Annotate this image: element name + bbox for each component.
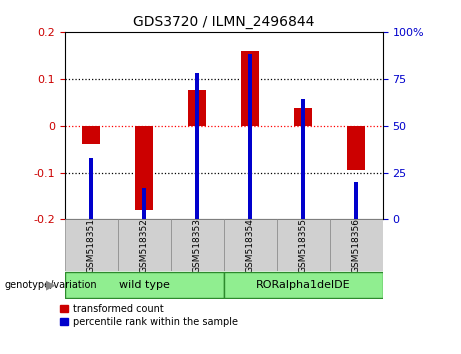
- Bar: [188, 91, 207, 126]
- Bar: [195, 73, 199, 219]
- Text: ▶: ▶: [46, 279, 55, 291]
- Text: GSM518355: GSM518355: [299, 218, 307, 273]
- Bar: [89, 158, 93, 219]
- Bar: [301, 99, 305, 219]
- Bar: [248, 55, 252, 219]
- Legend: transformed count, percentile rank within the sample: transformed count, percentile rank withi…: [60, 304, 238, 327]
- Text: wild type: wild type: [118, 280, 170, 290]
- Text: GSM518351: GSM518351: [87, 218, 95, 273]
- Text: GSM518353: GSM518353: [193, 218, 201, 273]
- Text: GSM518356: GSM518356: [352, 218, 361, 273]
- Bar: [354, 182, 358, 219]
- Text: GSM518354: GSM518354: [246, 218, 254, 273]
- Bar: [224, 272, 383, 298]
- Bar: [347, 126, 366, 170]
- Text: GSM518352: GSM518352: [140, 218, 148, 273]
- Bar: [82, 126, 100, 144]
- Bar: [65, 272, 224, 298]
- Text: genotype/variation: genotype/variation: [5, 280, 97, 290]
- Text: RORalpha1delDE: RORalpha1delDE: [256, 280, 350, 290]
- Bar: [224, 219, 277, 271]
- Bar: [135, 126, 154, 210]
- Title: GDS3720 / ILMN_2496844: GDS3720 / ILMN_2496844: [133, 16, 314, 29]
- Bar: [142, 188, 146, 219]
- Bar: [277, 219, 330, 271]
- Bar: [330, 219, 383, 271]
- Bar: [118, 219, 171, 271]
- Bar: [65, 219, 118, 271]
- Bar: [171, 219, 224, 271]
- Bar: [294, 108, 313, 126]
- Bar: [241, 51, 260, 126]
